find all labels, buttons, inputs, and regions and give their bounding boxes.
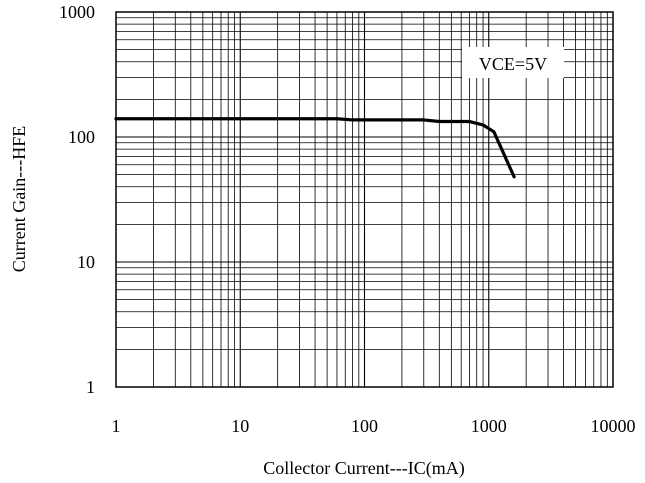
y-tick-label: 100 [68,127,95,147]
x-tick-label: 10 [231,416,249,436]
x-tick-label: 10000 [591,416,636,436]
y-axis-label: Current Gain---HFE [9,126,29,272]
x-tick-label: 1 [112,416,121,436]
y-tick-labels: 1 10 100 1000 [59,2,95,397]
y-tick-label: 1000 [59,2,95,22]
annotation-box: VCE=5V [462,47,564,78]
plot-frame [115,11,614,388]
x-tick-label: 100 [351,416,378,436]
x-tick-labels: 1 10 100 1000 10000 [112,416,636,436]
y-tick-label: 1 [86,377,95,397]
y-tick-label: 10 [77,252,95,272]
x-axis-label: Collector Current---IC(mA) [263,458,464,479]
annotation-background [462,47,564,78]
series-line-hfe [114,117,516,179]
annotation-vce: VCE=5V [479,54,547,74]
x-tick-label: 1000 [471,416,507,436]
grid [116,12,613,387]
